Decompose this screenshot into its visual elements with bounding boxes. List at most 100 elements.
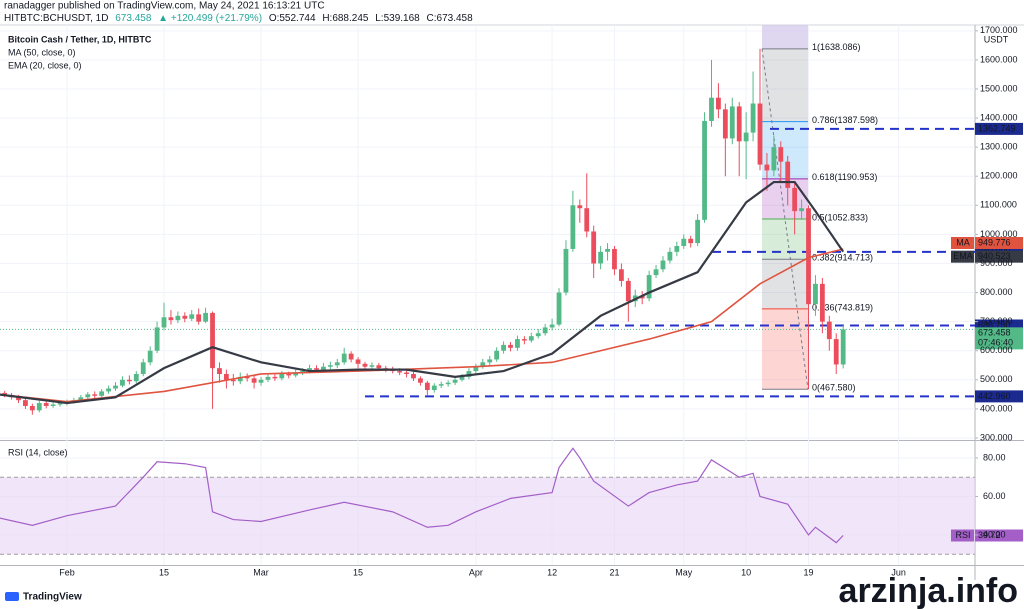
y-tick-label: 1000.000 [980,229,1018,239]
candle-body [598,251,604,264]
candle-body [542,327,548,334]
candle-body [369,365,375,367]
candle-body [826,321,832,340]
candle-body [376,365,382,369]
candle-body [743,132,749,142]
high: H:688.245 [322,13,369,24]
candle-body [189,314,195,319]
x-tick-label: Apr [469,567,483,577]
candle-body [716,97,721,110]
level-tag-box [975,390,1023,403]
fib-band [762,308,808,390]
x-tick-label: 15 [353,567,363,577]
candle-body [521,339,527,341]
candle-body [217,368,222,374]
candle-body [43,403,49,406]
candle-body [459,376,465,380]
publish-line: ranadagger published on TradingView.com,… [4,1,325,12]
candle-body [293,372,299,376]
candle-body [480,362,486,367]
indicator-line [0,248,844,403]
symbol: HITBTC:BCHUSDT, 1D [4,13,108,24]
candle-body [508,344,513,348]
price-tag-text: 673.458 [978,328,1011,338]
candle-body [237,376,243,382]
candle-body [605,248,610,252]
rsi-tick-label: 60.00 [983,491,1006,501]
candle-body [806,208,811,305]
rsi-tag-name: RSI [955,530,970,540]
candle-body [348,353,354,360]
candle-body [660,260,666,270]
rsi-tick-label: 80.00 [983,452,1006,462]
y-tick-label: 700.000 [980,316,1013,326]
legend-ema: EMA (20, close, 0) [8,60,82,70]
candle-body [757,103,763,165]
candle-body [473,366,479,372]
candle-body [494,350,500,360]
indicator-line [0,180,845,405]
y-tick-label: 500.000 [980,374,1013,384]
candle-body [466,371,472,377]
candle-body [154,327,160,351]
candle-body [501,344,506,351]
candle-body [113,385,118,389]
candle-body [515,339,520,348]
candle-body [813,283,818,305]
fib-band [762,48,808,122]
symbol-line: HITBTC:BCHUSDT, 1D 673.458 ▲ +120.499 (+… [4,13,473,24]
candle-body [695,219,701,244]
series-tag-box [975,236,1023,249]
candle-body [321,366,326,370]
series-tag-name: EMA [953,251,973,261]
candle-body [411,373,416,379]
candle-body [612,248,617,270]
y-tick-label: 1700.000 [980,25,1018,35]
candle-body [591,231,597,264]
x-tick-label: 19 [804,567,814,577]
candle-body [438,384,444,386]
candle-body [29,405,35,411]
candle-body [653,269,659,276]
y-tick-label: 1300.000 [980,142,1018,152]
fib-label: 0.786(1387.598) [812,115,878,125]
plot-area: 1(1638.086) 0.786(1387.598) 0.618(1190.953… [0,25,975,565]
candle-body [667,251,673,261]
y-tick-label: 800.000 [980,287,1013,297]
candle-body [210,312,215,369]
tradingview-logo: TradingView [5,592,82,603]
candle-body [2,392,8,395]
candle-body [833,339,839,365]
x-tick-label: Feb [59,567,75,577]
x-tick-label: Mar [253,567,269,577]
rsi-tick-label: 40.00 [983,529,1006,539]
candle-body [840,329,846,365]
rsi-band [0,477,975,555]
candle-body [161,317,167,328]
candle-body [424,382,430,390]
fib-band [762,121,808,179]
y-tick-label: 1200.000 [980,171,1018,181]
candle-body [528,336,534,341]
candle-body [78,397,84,401]
candle-body [681,238,687,247]
candle-body [300,371,306,373]
candle-body [799,208,804,212]
candle-body [577,205,583,209]
candle-body [556,292,562,325]
candle-body [341,353,347,363]
watermark: arzinja.info [839,572,1018,609]
x-tick-label: 15 [159,567,169,577]
candle-body [792,187,798,212]
close: C:673.458 [427,13,474,24]
candle-body [702,120,707,220]
last-price: 673.458 [115,13,152,24]
fib-label: 0.5(1052.833) [812,212,868,222]
candle-body [764,164,770,171]
candle-body [535,333,541,337]
series-tag-text: 949.776 [978,237,1011,247]
candle-body [307,368,312,372]
rsi-tag-name-box [951,529,974,542]
level-tag-text: 686.750 [978,320,1011,330]
